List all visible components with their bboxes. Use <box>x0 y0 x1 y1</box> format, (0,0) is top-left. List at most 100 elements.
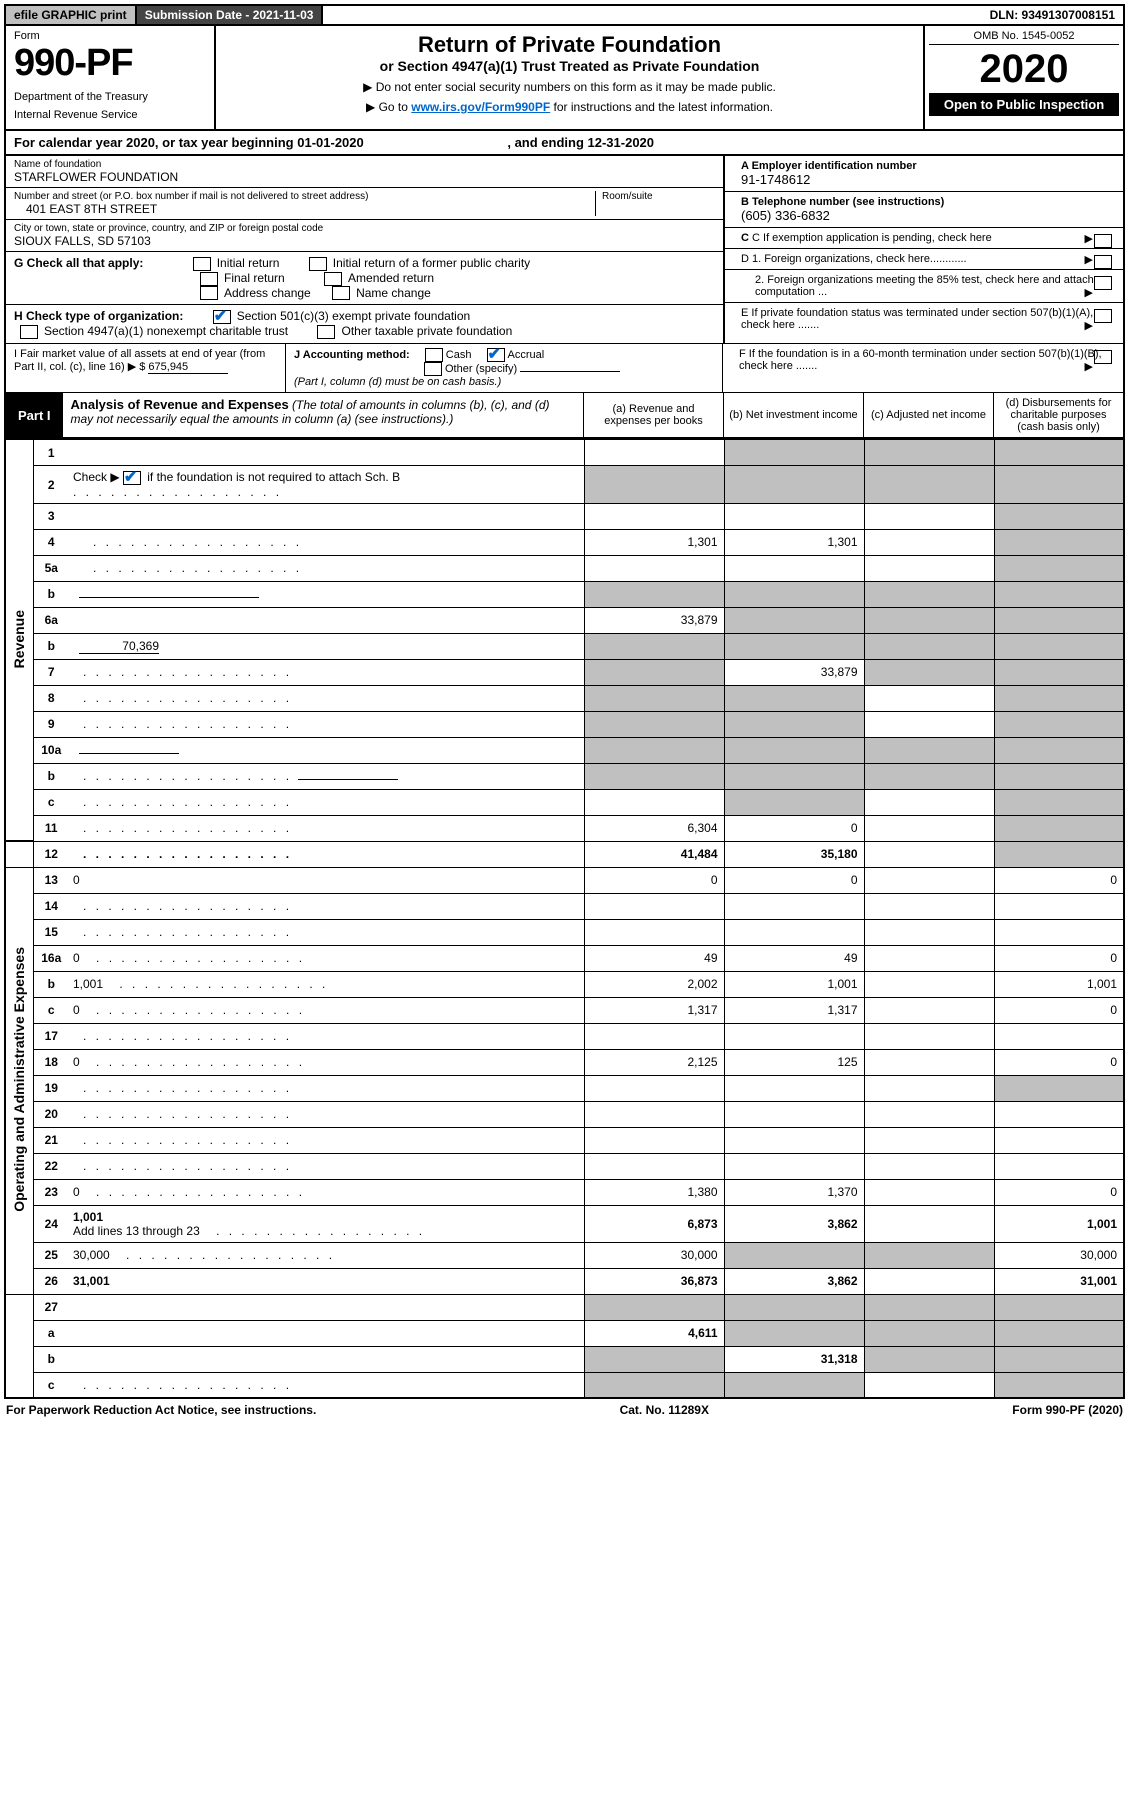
ln-26-d: 31,001 <box>994 1268 1124 1294</box>
side-label-revenue: Revenue <box>5 440 33 842</box>
ln-10a-desc <box>69 737 584 763</box>
checkbox-sch-b[interactable] <box>123 471 141 485</box>
checkbox-other-taxable[interactable] <box>317 325 335 339</box>
ln-10c-b <box>724 789 864 815</box>
row-25: 25 30,000 30,00030,000 <box>5 1242 1124 1268</box>
ln-24-num: 24 <box>33 1205 69 1242</box>
ln-18-c <box>864 1049 994 1075</box>
ln-6a-a: 33,879 <box>584 607 724 633</box>
g-opt-2: Final return <box>224 271 285 285</box>
checkbox-4947a1[interactable] <box>20 325 38 339</box>
ln-27-c <box>864 1294 994 1320</box>
foundation-name-row: Name of foundation STARFLOWER FOUNDATION <box>6 156 723 188</box>
form-subtitle: or Section 4947(a)(1) Trust Treated as P… <box>226 58 913 74</box>
ln-27-desc <box>69 1294 584 1320</box>
checkbox-amended[interactable] <box>324 272 342 286</box>
ln-21-d <box>994 1127 1124 1153</box>
dept-irs: Internal Revenue Service <box>14 109 206 121</box>
g-opt-3: Amended return <box>348 271 434 285</box>
ln-2-desc: Check ▶ if the foundation is not require… <box>69 466 584 504</box>
ln-22-d <box>994 1153 1124 1179</box>
ln-17-b <box>724 1023 864 1049</box>
checkbox-initial-former[interactable] <box>309 257 327 271</box>
city-label: City or town, state or province, country… <box>14 223 715 234</box>
note2-pre: ▶ Go to <box>366 100 411 114</box>
ln-17-d <box>994 1023 1124 1049</box>
j-other: Other (specify) <box>445 363 517 375</box>
side-label-expenses: Operating and Administrative Expenses <box>5 867 33 1294</box>
ln-5b-d <box>994 581 1124 607</box>
form-header: Form 990-PF Department of the Treasury I… <box>4 26 1125 131</box>
ln-4-desc <box>69 529 584 555</box>
ln-16c-d: 0 <box>994 997 1124 1023</box>
row-16c: c 0 1,3171,3170 <box>5 997 1124 1023</box>
note2-post: for instructions and the latest informat… <box>550 100 773 114</box>
ln-16a-d: 0 <box>994 945 1124 971</box>
checkbox-accrual[interactable] <box>487 348 505 362</box>
ln-19-b <box>724 1075 864 1101</box>
part-1-desc: Analysis of Revenue and Expenses (The to… <box>63 393 583 437</box>
section-i: I Fair market value of all assets at end… <box>6 344 286 392</box>
checkbox-address-change[interactable] <box>200 286 218 300</box>
row-13: Operating and Administrative Expenses 13… <box>5 867 1124 893</box>
ln-16c-a: 1,317 <box>584 997 724 1023</box>
ln-8-num: 8 <box>33 685 69 711</box>
ln-23-c <box>864 1179 994 1205</box>
ln-1-desc <box>69 440 584 466</box>
ein-label: A Employer identification number <box>741 160 917 172</box>
checkbox-501c3[interactable] <box>213 310 231 324</box>
ln-18-a: 2,125 <box>584 1049 724 1075</box>
ln-27-d <box>994 1294 1124 1320</box>
ln-6b-num: b <box>33 633 69 659</box>
foundation-address: 401 EAST 8TH STREET <box>14 202 595 216</box>
top-bar: efile GRAPHIC print Submission Date - 20… <box>4 4 1125 26</box>
ln-10b-desc <box>69 763 584 789</box>
checkbox-final-return[interactable] <box>200 272 218 286</box>
efile-print-button[interactable]: efile GRAPHIC print <box>6 6 137 24</box>
ln-10b-c <box>864 763 994 789</box>
ln-10a-b <box>724 737 864 763</box>
ln-6b-b <box>724 633 864 659</box>
checkbox-name-change[interactable] <box>332 286 350 300</box>
ln-5a-d <box>994 555 1124 581</box>
ln-1-d <box>994 440 1124 466</box>
ln-6b-val: 70,369 <box>79 639 159 654</box>
checkbox-c[interactable] <box>1094 234 1112 248</box>
ln-24-b: 3,862 <box>724 1205 864 1242</box>
checkbox-cash[interactable] <box>425 348 443 362</box>
ln-15-num: 15 <box>33 919 69 945</box>
part-1-title: Analysis of Revenue and Expenses <box>71 397 289 412</box>
ln-11-a: 6,304 <box>584 815 724 841</box>
checkbox-d1[interactable] <box>1094 255 1112 269</box>
row-6b: b 70,369 <box>5 633 1124 659</box>
open-public-inspection: Open to Public Inspection <box>929 93 1119 116</box>
ln-27c-d <box>994 1372 1124 1398</box>
ln-1-a <box>584 440 724 466</box>
ln-26-c <box>864 1268 994 1294</box>
ln-9-num: 9 <box>33 711 69 737</box>
checkbox-initial-return[interactable] <box>193 257 211 271</box>
ln-19-d <box>994 1075 1124 1101</box>
ln-6a-desc <box>69 607 584 633</box>
ln-10c-a <box>584 789 724 815</box>
ln-27a-num: a <box>33 1320 69 1346</box>
ln-5a-num: 5a <box>33 555 69 581</box>
checkbox-d2[interactable] <box>1094 276 1112 290</box>
ln-18-b: 125 <box>724 1049 864 1075</box>
foundation-name: STARFLOWER FOUNDATION <box>14 170 715 184</box>
row-5a: 5a <box>5 555 1124 581</box>
header-middle: Return of Private Foundation or Section … <box>216 26 923 129</box>
addr-label: Number and street (or P.O. box number if… <box>14 191 595 202</box>
checkbox-e[interactable] <box>1094 309 1112 323</box>
form990pf-link[interactable]: www.irs.gov/Form990PF <box>411 100 550 114</box>
row-20: 20 <box>5 1101 1124 1127</box>
ln-5b-num: b <box>33 581 69 607</box>
checkbox-other-method[interactable] <box>424 362 442 376</box>
ln-10a-a <box>584 737 724 763</box>
checkbox-f[interactable] <box>1094 350 1112 364</box>
cal-year-pre: For calendar year 2020, or tax year begi… <box>14 135 297 150</box>
ln-20-b <box>724 1101 864 1127</box>
ln-10b-num: b <box>33 763 69 789</box>
ln-7-desc <box>69 659 584 685</box>
row-17: 17 <box>5 1023 1124 1049</box>
